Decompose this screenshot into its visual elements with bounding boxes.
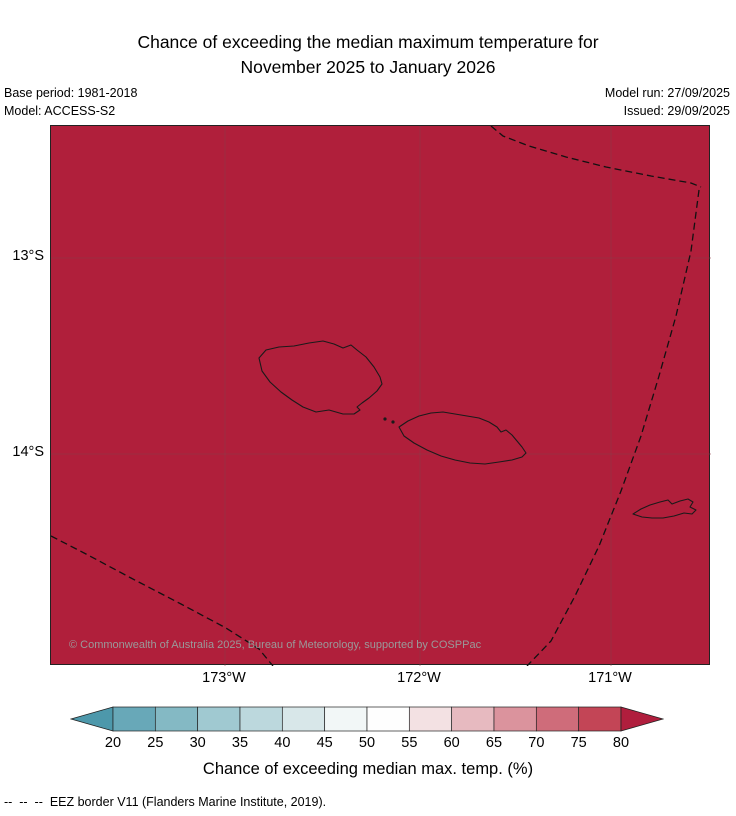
colorbar-title: Chance of exceeding median max. temp. (%…	[202, 760, 534, 778]
base-period-label: Base period: 1981-2018	[4, 86, 138, 100]
model-run-label: Model run: 27/09/2025	[604, 86, 730, 100]
colorbar-segment	[154, 706, 199, 732]
island-savaii-outline	[258, 340, 383, 415]
lon-label-171w: 171°W	[588, 670, 632, 686]
colorbar-tick-label: 50	[358, 735, 376, 751]
colorbar-tick-label: 45	[316, 735, 333, 751]
colorbar-tick-label: 20	[104, 735, 122, 751]
colorbar-segment	[197, 706, 241, 732]
page-title: Chance of exceeding the median maximum t…	[0, 30, 736, 80]
colorbar-graphic	[69, 706, 665, 732]
colorbar-tick-label: 25	[147, 735, 164, 751]
colorbar-segment	[112, 706, 156, 732]
islet-manono	[383, 417, 387, 421]
meta-left: Base period: 1981-2018 Model: ACCESS-S2	[4, 84, 137, 120]
colorbar-segment	[281, 706, 326, 732]
colorbar-segment	[451, 706, 495, 732]
title-line-1: Chance of exceeding the median maximum t…	[137, 32, 599, 52]
colorbar-segment	[324, 706, 368, 732]
map-canvas: © Commonwealth of Australia 2025, Bureau…	[50, 125, 711, 666]
island-upolu-outline	[398, 411, 527, 465]
model-label: Model: ACCESS-S2	[4, 104, 116, 118]
colorbar-arrow-right	[620, 706, 665, 732]
colorbar-segment	[493, 706, 537, 732]
issued-label: Issued: 29/09/2025	[623, 104, 730, 118]
colorbar-tick-label: 30	[189, 735, 206, 751]
islet-apolima	[391, 420, 395, 424]
colorbar-segment	[239, 706, 283, 732]
colorbar-tick-label: 75	[570, 735, 587, 751]
eez-border-line-north	[490, 126, 702, 188]
eez-border-line-southwest	[51, 535, 274, 666]
colorbar-tick-label: 60	[443, 735, 460, 751]
colorbar-tick-label: 35	[231, 735, 249, 751]
lon-label-173w: 173°W	[202, 670, 246, 686]
lat-label-14s: 14°S	[12, 444, 44, 460]
eez-border-line-east	[526, 189, 700, 666]
colorbar-arrow-left	[69, 706, 114, 732]
colorbar-tick-label: 70	[528, 735, 545, 751]
map-copyright: © Commonwealth of Australia 2025, Bureau…	[69, 639, 482, 651]
eez-legend-note: -- -- -- EEZ border V11 (Flanders Marine…	[4, 795, 327, 809]
colorbar	[69, 706, 665, 732]
lat-label-13s: 13°S	[12, 248, 44, 264]
title-line-2: November 2025 to January 2026	[240, 57, 496, 77]
colorbar-tick-label: 80	[612, 735, 630, 751]
colorbar-tick-label: 40	[274, 735, 291, 751]
lon-label-172w: 172°W	[397, 670, 441, 686]
colorbar-segment	[578, 706, 622, 732]
colorbar-tick-label: 55	[401, 735, 418, 751]
colorbar-segment	[366, 706, 410, 732]
island-tutuila-outline	[632, 498, 697, 519]
meta-right: Model run: 27/09/2025 Issued: 29/09/2025	[605, 84, 730, 120]
map-graphics	[51, 126, 711, 666]
colorbar-tick-label: 65	[485, 735, 503, 751]
colorbar-tick-row: 20 25 30 35 40 45 50 55 60 65 70 75 80	[70, 735, 664, 753]
colorbar-segment	[408, 706, 453, 732]
colorbar-segment	[535, 706, 580, 732]
